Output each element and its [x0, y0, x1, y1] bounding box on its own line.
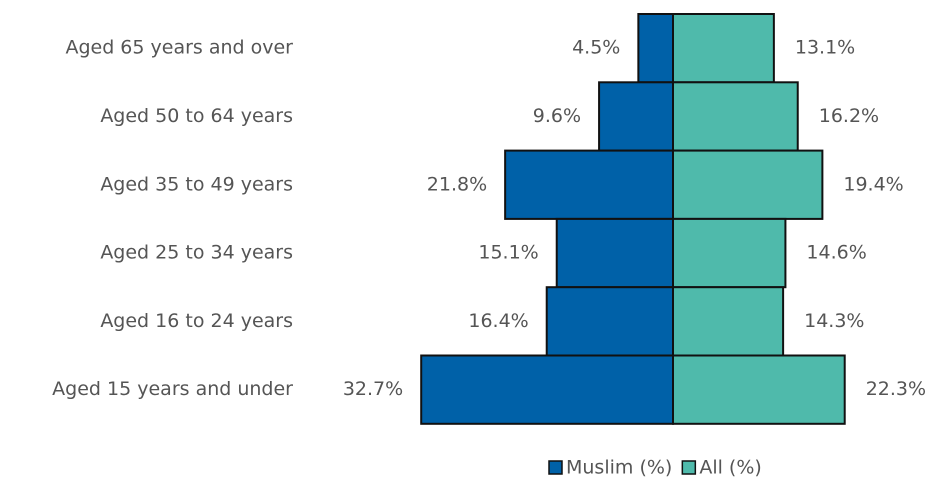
value-label: 19.4% — [843, 173, 903, 195]
bar — [637, 13, 674, 84]
bar — [598, 81, 675, 152]
legend-swatch — [548, 460, 563, 475]
category-label: Aged 50 to 64 years — [100, 105, 293, 127]
bar — [672, 81, 799, 152]
category-label: Aged 16 to 24 years — [100, 310, 293, 332]
bar — [504, 149, 675, 220]
legend-label: All (%) — [699, 457, 761, 479]
category-label: Aged 15 years and under — [52, 378, 293, 400]
bar — [672, 286, 785, 357]
value-label: 9.6% — [533, 105, 581, 127]
bar — [672, 13, 775, 84]
value-label: 15.1% — [478, 242, 538, 264]
value-label: 16.2% — [819, 105, 879, 127]
category-label: Aged 25 to 34 years — [100, 242, 293, 264]
bar — [420, 354, 674, 425]
bar — [545, 286, 674, 357]
category-label: Aged 35 to 49 years — [100, 173, 293, 195]
value-label: 22.3% — [866, 378, 926, 400]
bar — [672, 217, 787, 289]
value-label: 4.5% — [572, 37, 620, 59]
value-label: 14.3% — [804, 310, 864, 332]
value-label: 32.7% — [343, 378, 403, 400]
value-label: 21.8% — [427, 173, 487, 195]
value-label: 16.4% — [468, 310, 528, 332]
legend-label: Muslim (%) — [566, 457, 672, 479]
value-label: 13.1% — [795, 37, 855, 59]
bar — [672, 149, 824, 220]
value-label: 14.6% — [806, 242, 866, 264]
bar — [555, 217, 674, 289]
category-label: Aged 65 years and over — [65, 37, 293, 59]
bar — [672, 354, 846, 425]
legend-swatch — [681, 460, 697, 475]
